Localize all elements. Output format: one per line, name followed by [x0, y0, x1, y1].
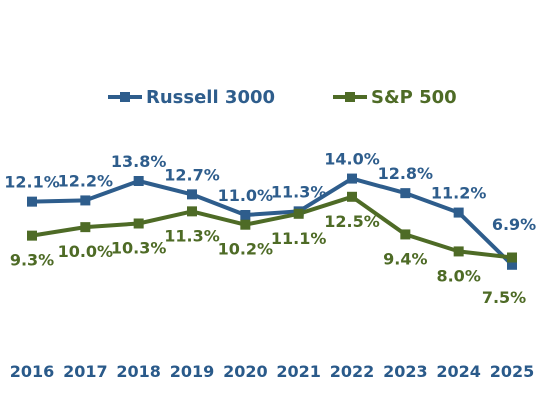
series-lines [31, 176, 514, 267]
data-point-marker [27, 196, 37, 207]
data-label: 12.5% [324, 212, 380, 231]
data-point-marker [453, 246, 464, 257]
series-line [31, 194, 513, 260]
data-label: 11.2% [431, 184, 487, 203]
x-tick-label: 2016 [10, 362, 55, 381]
data-point-marker [80, 222, 91, 233]
data-point-marker [453, 207, 464, 218]
data-label: 10.2% [218, 240, 274, 259]
data-point-marker [133, 176, 144, 186]
x-tick-label: 2025 [490, 362, 535, 381]
legend-swatch-marker [120, 92, 130, 102]
legend-entry-label: S&P 500 [371, 87, 457, 108]
x-tick-label: 2021 [276, 362, 321, 381]
data-point-marker [133, 218, 144, 229]
x-tick-label: 2017 [63, 362, 108, 381]
legend: Russell 3000 S&P 500 [108, 87, 457, 108]
x-tick-label: 2018 [116, 362, 161, 381]
data-point-marker [507, 259, 517, 270]
data-label: 14.0% [324, 150, 380, 169]
data-label: 12.7% [164, 165, 220, 184]
data-label: 9.3% [10, 251, 54, 270]
data-point-marker [27, 230, 37, 241]
data-label: 9.4% [383, 249, 427, 268]
data-point-marker [187, 189, 197, 200]
data-label: 11.3% [271, 182, 327, 201]
data-point-marker [187, 206, 197, 217]
data-point-marker [240, 219, 251, 230]
data-label: 11.3% [164, 226, 220, 245]
x-tick-label: 2024 [436, 362, 481, 381]
data-label: 10.3% [111, 239, 167, 258]
legend-swatch-marker [345, 92, 355, 102]
data-point-marker [400, 229, 411, 240]
data-point-marker [347, 173, 357, 184]
series-line [31, 176, 514, 267]
data-label: 13.8% [111, 152, 167, 171]
data-label: 6.9% [492, 215, 536, 234]
series-markers [27, 173, 517, 270]
data-point-marker [400, 188, 411, 199]
x-tick-label: 2019 [170, 362, 215, 381]
x-axis-ticks: 2016 2017 2018 2019 2020 2021 2022 2023 2024 2025 [10, 362, 535, 381]
data-point-marker [240, 210, 251, 220]
data-point-marker [293, 208, 304, 219]
data-label: 12.8% [378, 164, 434, 183]
data-labels: 12.1%12.2%13.8%12.7%11.0%11.3%14.0%12.8%… [4, 150, 536, 307]
data-label: 11.1% [271, 229, 327, 248]
data-point-marker [80, 195, 91, 206]
data-point-marker [347, 191, 357, 202]
data-label: 11.0% [218, 186, 274, 205]
data-label: 7.5% [482, 288, 526, 307]
data-label: 8.0% [436, 266, 480, 285]
data-label: 12.1% [4, 173, 60, 192]
data-label: 10.0% [58, 242, 114, 261]
data-point-marker [507, 252, 517, 263]
legend-entry-label: Russell 3000 [146, 87, 275, 108]
x-tick-label: 2022 [330, 362, 375, 381]
data-label: 12.2% [58, 171, 114, 190]
x-tick-label: 2020 [223, 362, 268, 381]
x-tick-label: 2023 [383, 362, 428, 381]
